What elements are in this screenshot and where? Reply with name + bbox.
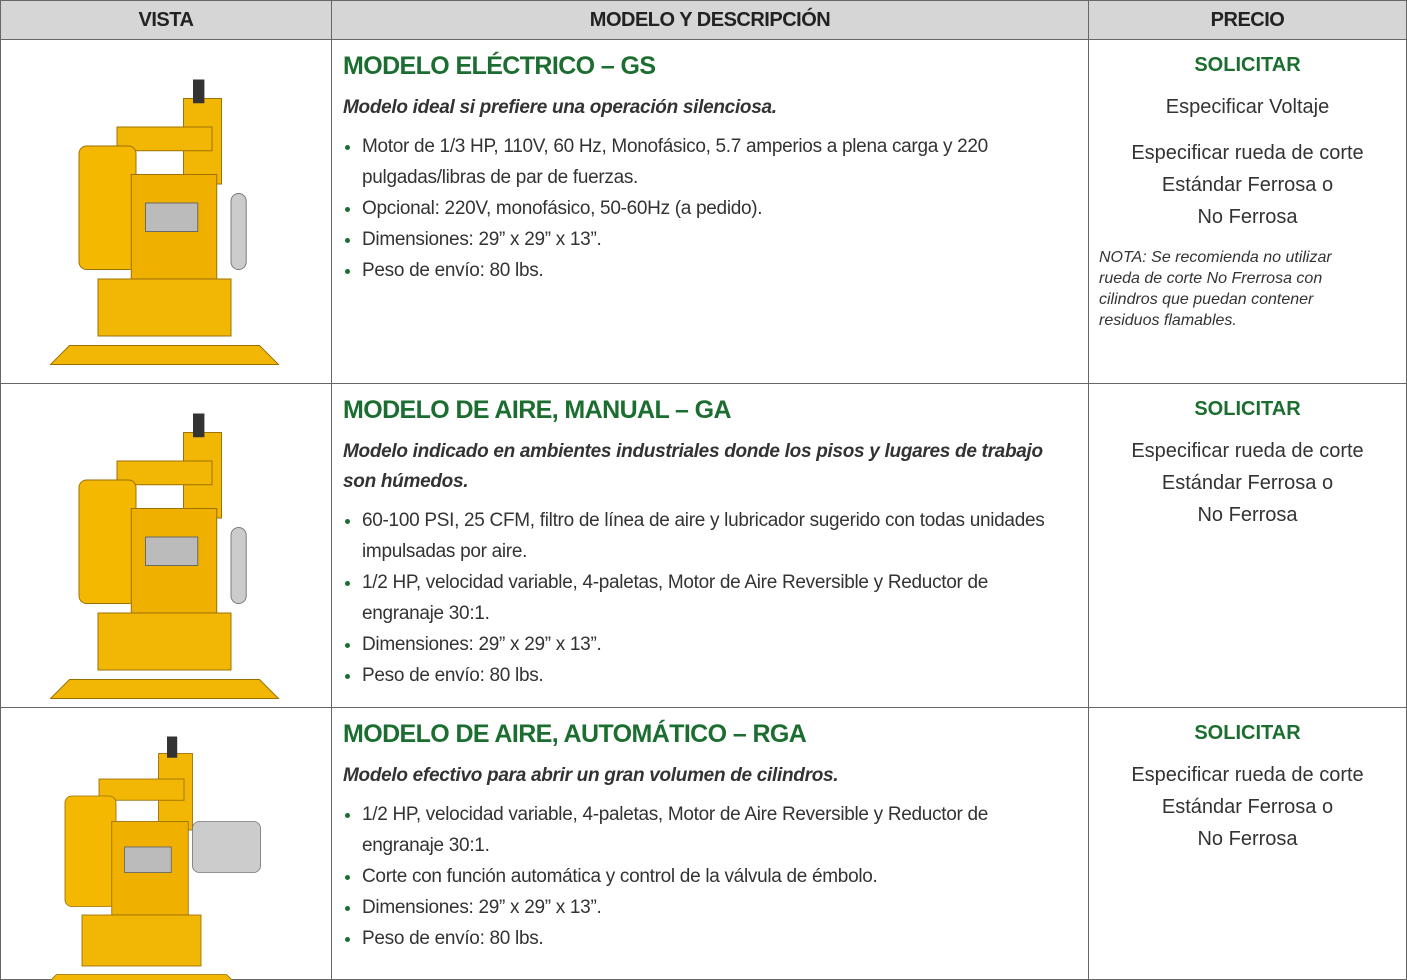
model-subtitle: Modelo indicado en ambientes industriale… (343, 441, 1043, 492)
spec-note: Especificar rueda de corte Estándar Ferro… (1089, 137, 1406, 233)
model-title: MODELO DE AIRE, AUTOMÁTICO – RGA (343, 720, 807, 748)
warning-note: NOTA: Se recomienda no utilizar rueda de… (1099, 249, 1332, 329)
spec-line: No Ferrosa (1197, 828, 1298, 850)
header-cell: VISTA (0, 0, 332, 40)
bullet: Peso de envío: 80 lbs. (362, 255, 1062, 286)
bullet: Dimensiones: 29” x 29” x 13”. (362, 629, 1062, 660)
model-subtitle: Modelo ideal si prefiere una operación s… (343, 97, 777, 118)
price: SOLICITAR (1194, 398, 1301, 420)
model-title: MODELO ELÉCTRICO – GS (343, 52, 656, 80)
bullet-list: 1/2 HP, velocidad variable, 4-paletas, M… (342, 799, 1062, 954)
bullet-list: Motor de 1/3 HP, 110V, 60 Hz, Monofásico… (342, 131, 1062, 286)
bullet: 60-100 PSI, 25 CFM, filtro de línea de a… (362, 505, 1062, 567)
bullet: Motor de 1/3 HP, 110V, 60 Hz, Monofásico… (362, 131, 1062, 193)
header-cell: PRECIO (1089, 0, 1407, 40)
image-cell (0, 384, 332, 708)
spec-note: Especificar rueda de corte Estándar Ferro… (1089, 759, 1406, 855)
header-cell: MODELO Y DESCRIPCIÓN (332, 0, 1089, 40)
price: SOLICITAR (1194, 54, 1301, 76)
spec-line: Especificar Voltaje (1165, 96, 1330, 118)
machine-image (50, 736, 261, 980)
bullet: 1/2 HP, velocidad variable, 4-paletas, M… (362, 567, 1062, 629)
spec-note: Especificar rueda de corte Estándar Ferro… (1089, 435, 1406, 531)
bullet: Corte con función automática y control d… (362, 861, 1062, 892)
bullet-list: 60-100 PSI, 25 CFM, filtro de línea de a… (342, 505, 1062, 691)
price: SOLICITAR (1194, 722, 1301, 744)
spec-line: No Ferrosa (1197, 504, 1298, 526)
spec-line: No Ferrosa (1197, 206, 1298, 228)
spec-line: Estándar Ferrosa o (1161, 472, 1334, 494)
bullet: 1/2 HP, velocidad variable, 4-paletas, M… (362, 799, 1062, 861)
model-title: MODELO DE AIRE, MANUAL – GA (343, 396, 732, 424)
description-cell: MODELO DE AIRE, AUTOMÁTICO – RGA Modelo e… (332, 708, 1089, 980)
bullet: Dimensiones: 29” x 29” x 13”. (362, 224, 1062, 255)
model-subtitle: Modelo efectivo para abrir un gran volum… (343, 765, 839, 786)
price-cell: SOLICITAR Especificar Voltaje Especificar … (1089, 40, 1407, 384)
bullet: Peso de envío: 80 lbs. (362, 923, 1062, 954)
spec-line: Especificar rueda de corte (1131, 142, 1364, 164)
bullet: Opcional: 220V, monofásico, 50-60Hz (a p… (362, 193, 1062, 224)
description-cell: MODELO ELÉCTRICO – GS Modelo ideal si pre… (332, 40, 1089, 384)
spec-note: Especificar Voltaje (1089, 91, 1406, 123)
image-cell (0, 40, 332, 384)
spec-line: Estándar Ferrosa o (1161, 174, 1334, 196)
bullet: Dimensiones: 29” x 29” x 13”. (362, 892, 1062, 923)
price-cell: SOLICITAR Especificar rueda de corte Están… (1089, 708, 1407, 980)
image-cell (0, 708, 332, 980)
description-cell: MODELO DE AIRE, MANUAL – GA Modelo indica… (332, 384, 1089, 708)
spec-line: Especificar rueda de corte (1131, 440, 1364, 462)
spec-line: Especificar rueda de corte (1131, 764, 1364, 786)
machine-image (49, 79, 280, 365)
spec-line: Estándar Ferrosa o (1161, 796, 1334, 818)
price-cell: SOLICITAR Especificar rueda de corte Están… (1089, 384, 1407, 708)
bullet: Peso de envío: 80 lbs. (362, 660, 1062, 691)
machine-image (49, 413, 280, 699)
